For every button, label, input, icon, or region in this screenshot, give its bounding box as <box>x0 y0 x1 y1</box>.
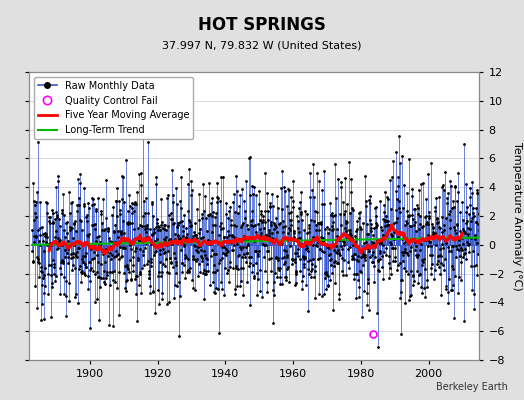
Text: HOT SPRINGS: HOT SPRINGS <box>198 16 326 34</box>
Y-axis label: Temperature Anomaly (°C): Temperature Anomaly (°C) <box>511 142 522 290</box>
Text: Berkeley Earth: Berkeley Earth <box>436 382 508 392</box>
Text: 37.997 N, 79.832 W (United States): 37.997 N, 79.832 W (United States) <box>162 40 362 50</box>
Legend: Raw Monthly Data, Quality Control Fail, Five Year Moving Average, Long-Term Tren: Raw Monthly Data, Quality Control Fail, … <box>34 77 193 139</box>
